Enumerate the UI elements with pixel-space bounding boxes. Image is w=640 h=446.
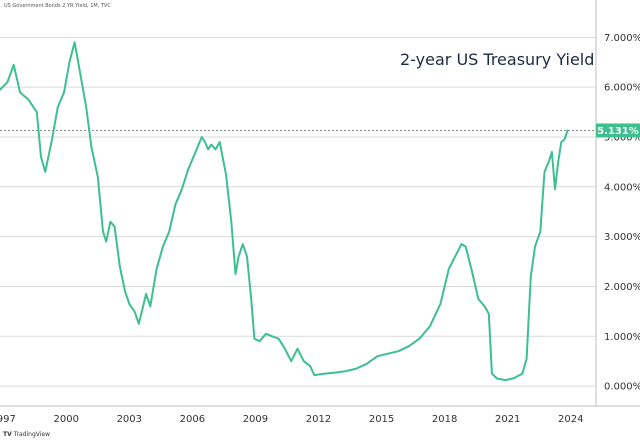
last-value-badge [596,123,640,138]
grid-layer [0,36,596,387]
y-tick-label: 7.000% [604,33,640,44]
axis-layer: 0.000% 1.000% 2.000% 3.000% 4.000% 5.000% 6.00… [0,0,640,425]
brand-footer: TV TradingView [3,431,50,438]
x-tick-label: 2006 [180,414,205,425]
x-tick-label: 1997 [0,414,16,425]
chart-source-label: US Government Bonds 2 YR Yield, 1M, TVC [4,3,111,9]
x-tick-label: 2018 [432,414,457,425]
series-layer [0,41,569,382]
y-tick-label: 2.000% [604,282,640,293]
chart-title: 2-year US Treasury Yield [400,50,595,69]
y-tick-label: 6.000% [604,83,640,94]
x-tick-label: 2024 [558,414,583,425]
y-tick-label: 0.000% [604,382,640,393]
y-tick-label: 5.000% [604,132,640,143]
series-line [0,41,569,382]
x-tick-label: 2003 [117,414,142,425]
y-tick-label: 1.000% [604,332,640,343]
y-tick-label: 4.000% [604,182,640,193]
x-tick-label: 2012 [306,414,331,425]
x-tick-label: 2015 [369,414,394,425]
x-tick-label: 2009 [243,414,268,425]
y-tick-label: 3.000% [604,232,640,243]
last-value-label: 5.131% [597,126,639,137]
x-tick-label: 2000 [53,414,78,425]
last-value-layer: 5.131% [596,123,640,138]
x-tick-label: 2021 [495,414,520,425]
brand-name: TradingView [13,431,51,438]
tradingview-logo-icon: TV [3,431,12,438]
